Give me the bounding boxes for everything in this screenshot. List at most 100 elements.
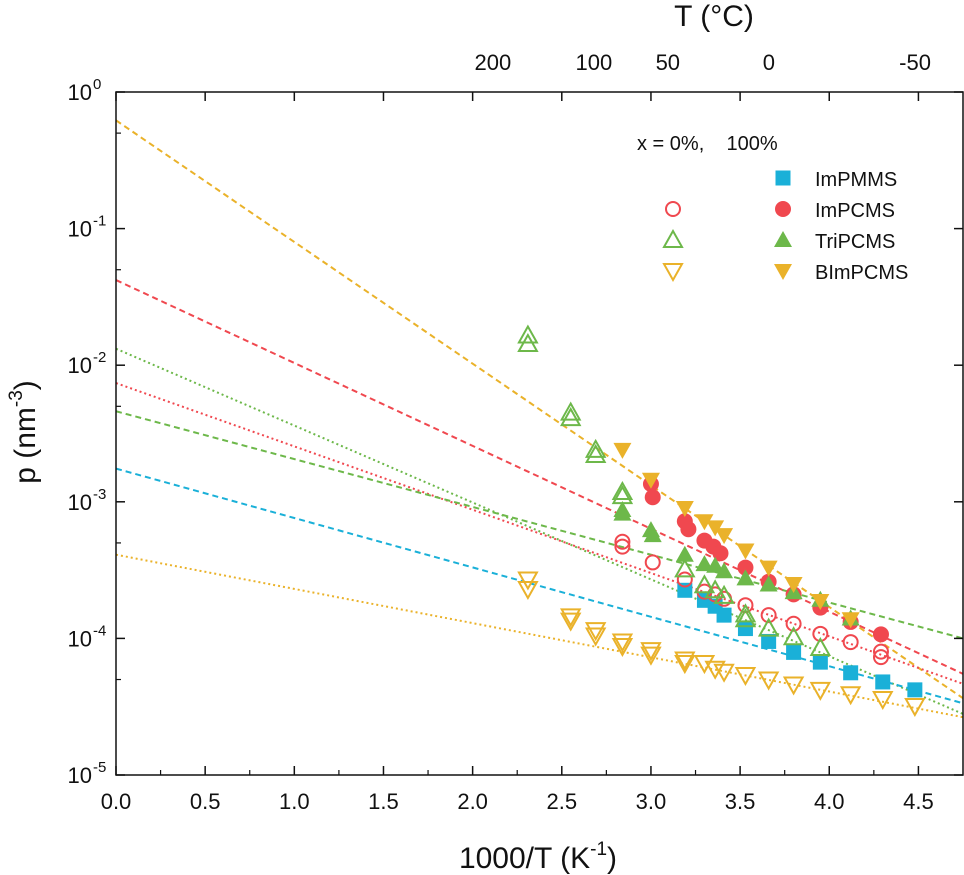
data-point: [713, 584, 735, 604]
data-point: [675, 545, 694, 562]
data-point: [811, 593, 830, 610]
data-point: [785, 615, 802, 632]
x-tick-label: 1.5: [368, 789, 399, 814]
data-points: [517, 324, 926, 718]
plot-frame: [115, 91, 964, 776]
data-point: [839, 686, 862, 706]
data-point: [734, 666, 757, 686]
data-point: [614, 533, 631, 550]
top-axis: 200 100 50 0 -50: [475, 50, 931, 92]
y-tick-label: 10: [68, 490, 92, 515]
data-point: [584, 622, 607, 642]
plot-border: [115, 91, 964, 776]
data-point: [734, 608, 757, 628]
data-point: [614, 538, 631, 555]
data-point: [734, 603, 757, 623]
y-tick-exponent: -5: [93, 759, 106, 776]
fit-line-4: [115, 382, 964, 685]
legend-entry-impcms: ImPCMS: [665, 200, 895, 222]
data-point: [644, 554, 661, 571]
data-point: [842, 634, 859, 651]
data-point: [782, 676, 805, 696]
data-point: [812, 654, 828, 670]
top-tick-label: 200: [475, 50, 512, 75]
fit-line-2: [115, 279, 964, 675]
data-point: [611, 637, 634, 658]
data-point: [841, 612, 860, 629]
data-point: [559, 401, 582, 421]
data-point: [611, 633, 634, 653]
data-point: [695, 555, 714, 572]
data-point: [693, 655, 716, 675]
legend: x = 0%, 100% ImPMMS ImPCMS TriPCMS BImPCMS: [637, 133, 908, 284]
fit-line-7: [115, 553, 964, 719]
data-point: [517, 580, 539, 601]
data-point: [584, 443, 607, 464]
data-point: [611, 485, 634, 505]
data-point: [517, 332, 539, 352]
legend-entry-tripcms: TriPCMS: [662, 228, 895, 253]
y-tick-exponent: -1: [93, 213, 106, 230]
data-point: [517, 571, 539, 591]
data-point: [809, 637, 832, 657]
top-tick-label: 0: [763, 50, 775, 75]
data-point: [644, 489, 661, 506]
data-point: [704, 660, 726, 680]
legend-marker-filled: [774, 231, 792, 247]
data-point: [843, 665, 859, 681]
x-tick-label: 4.0: [814, 789, 845, 814]
series-bimpcms-open: [517, 571, 926, 718]
data-point: [712, 545, 729, 562]
data-point: [757, 617, 780, 637]
legend-marker-filled: [775, 170, 791, 186]
data-point: [716, 607, 732, 623]
legend-marker-filled: [775, 201, 791, 217]
y-tick-label: 10: [68, 763, 92, 788]
data-point: [559, 612, 582, 632]
data-point: [706, 520, 725, 537]
data-point: [704, 579, 726, 599]
x-tick-label: 0.5: [190, 789, 221, 814]
data-point: [759, 560, 778, 577]
data-point: [872, 643, 889, 660]
data-point: [757, 671, 780, 691]
data-point: [674, 651, 696, 671]
data-point: [680, 521, 697, 538]
data-point: [674, 558, 696, 578]
x-tick-label: 4.5: [903, 789, 934, 814]
y-tick-exponent: -2: [93, 349, 106, 366]
data-point: [584, 438, 607, 458]
data-point: [736, 543, 755, 560]
x-axis-title: 1000/T (K-1): [459, 839, 617, 875]
x-tick-label: 2.5: [546, 789, 577, 814]
data-point: [715, 528, 734, 545]
data-point: [641, 472, 660, 489]
legend-entry-impmms: ImPMMS: [775, 169, 897, 191]
data-point: [872, 691, 894, 711]
series-tripcms-filled: [613, 501, 860, 626]
legend-label: BImPCMS: [815, 262, 908, 284]
data-point: [713, 663, 735, 683]
data-point: [517, 324, 539, 344]
y-tick-label: 10: [68, 80, 92, 105]
series-bimpcms-filled: [613, 442, 860, 629]
data-point: [613, 442, 632, 459]
data-point: [695, 514, 714, 531]
data-point: [643, 526, 662, 543]
top-axis-title: T (°C): [674, 0, 754, 33]
data-point: [706, 556, 725, 573]
x-tick-label: 0.0: [101, 789, 132, 814]
data-point: [736, 569, 755, 586]
data-point: [737, 559, 754, 576]
data-point: [559, 608, 582, 628]
top-tick-label: -50: [899, 50, 931, 75]
data-point: [875, 674, 891, 690]
legend-marker-open: [662, 263, 684, 283]
legend-label: ImPCMS: [815, 200, 895, 222]
x-tick-label: 1.0: [279, 789, 310, 814]
x-axis: 0.0 0.5 1.0 1.5 2.0 2.5 3.0 3.5 4.0 4.5: [101, 92, 934, 814]
fit-line-6: [115, 467, 964, 705]
data-point: [809, 681, 832, 701]
